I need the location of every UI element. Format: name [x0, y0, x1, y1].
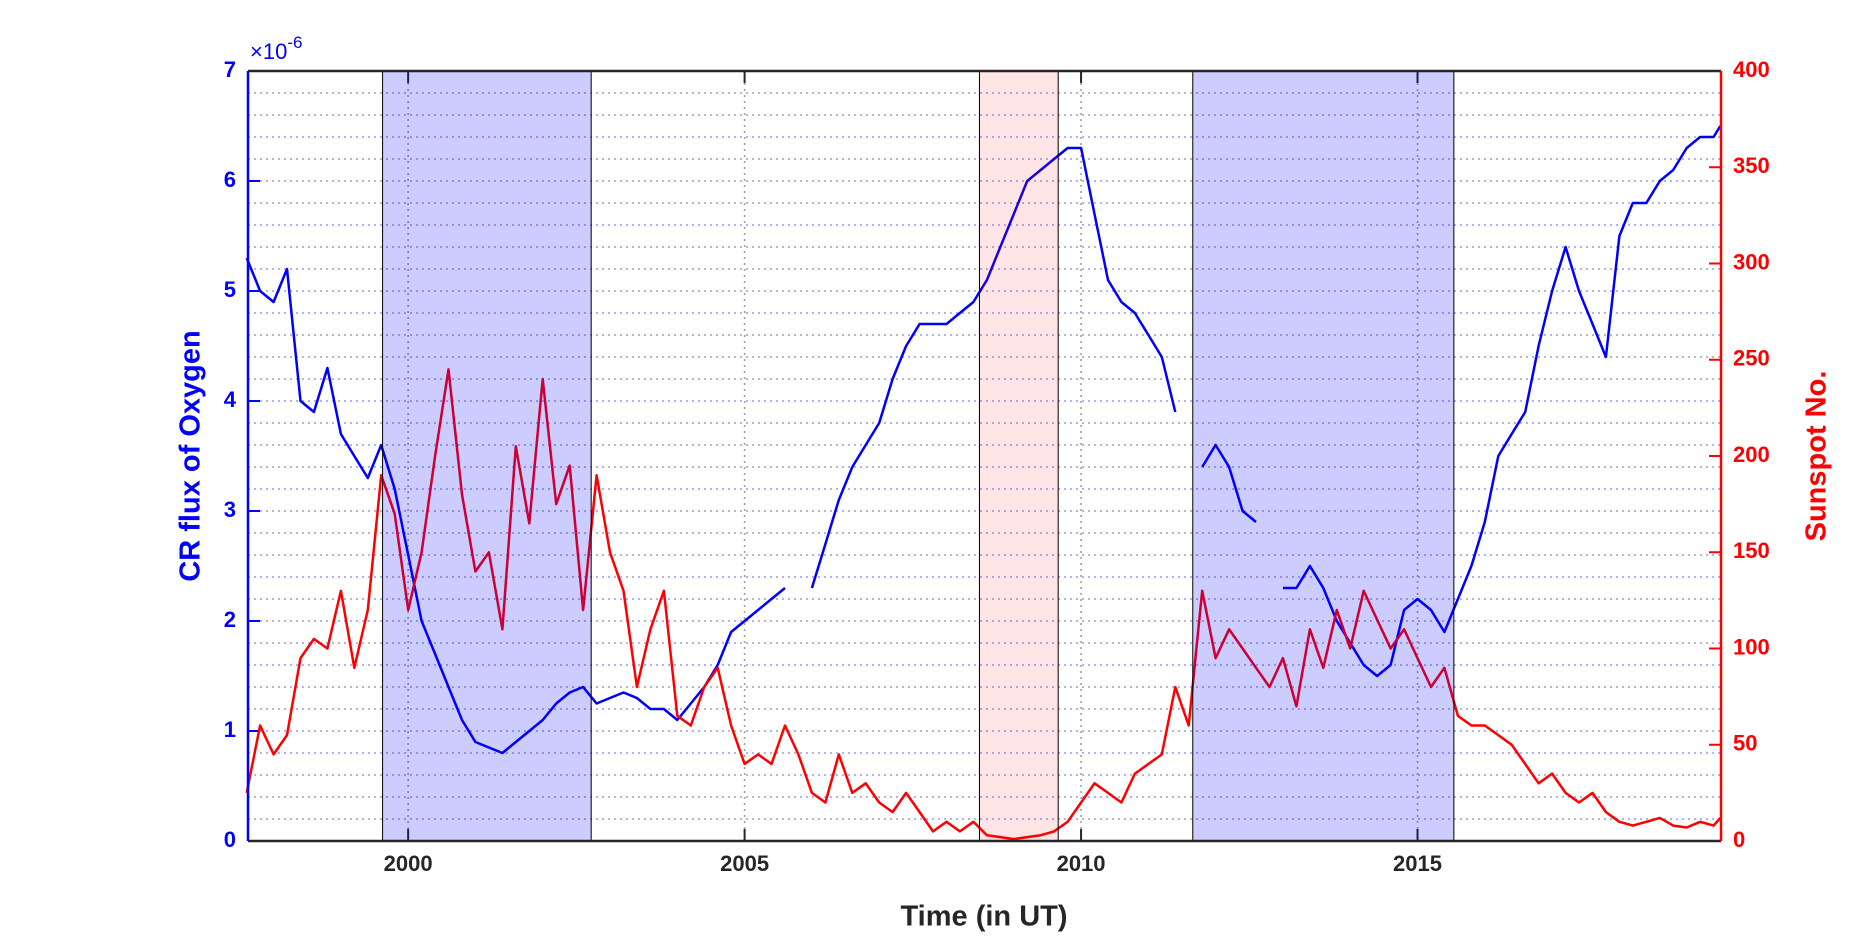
y-tick-label: 4: [224, 387, 237, 412]
exponent-power: -6: [287, 33, 302, 52]
y-tick-label: 1: [224, 717, 236, 742]
y-tick-label: 3: [224, 497, 236, 522]
y2-tick-label: 0: [1733, 827, 1745, 852]
y2-tick-label: 50: [1733, 731, 1757, 756]
y-exponent: ×10-6: [250, 33, 302, 63]
y2-tick-label: 100: [1733, 634, 1770, 659]
y2-tick-label: 400: [1733, 57, 1770, 82]
x-tick-label: 2010: [1057, 851, 1106, 876]
x-tick-label: 2015: [1393, 851, 1442, 876]
x-tick-label: 2000: [384, 851, 433, 876]
y-axis-label: CR flux of Oxygen: [175, 330, 207, 581]
y2-tick-label: 150: [1733, 538, 1770, 563]
y2-tick-label: 300: [1733, 249, 1770, 274]
data-line: [245, 125, 1722, 755]
y-tick-label: 5: [224, 277, 236, 302]
x-tick-label: 2005: [720, 851, 769, 876]
y-tick-label: 0: [224, 827, 236, 852]
x-axis-label: Time (in UT): [900, 901, 1067, 933]
y2-tick-label: 350: [1733, 153, 1770, 178]
y2-tick-label: 250: [1733, 346, 1770, 371]
y-tick-label: 2: [224, 607, 236, 632]
y-tick-label: 7: [224, 57, 236, 82]
shaded-region: [382, 70, 592, 842]
exponent-base: ×10: [250, 39, 287, 64]
shaded-region: [1192, 70, 1455, 842]
y-tick-label: 6: [224, 167, 236, 192]
y2-axis-label: Sunspot No.: [1801, 371, 1833, 542]
y2-tick-label: 200: [1733, 442, 1770, 467]
data-line: [245, 368, 1722, 841]
shaded-region: [978, 70, 1059, 842]
